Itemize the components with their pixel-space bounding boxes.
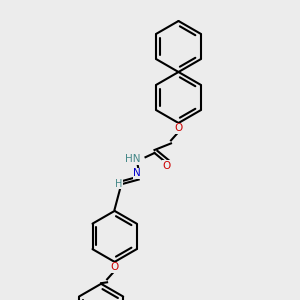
Text: H: H <box>116 179 123 189</box>
Text: O: O <box>162 161 171 171</box>
Text: O: O <box>110 262 119 272</box>
Text: N: N <box>133 168 141 178</box>
Text: O: O <box>174 123 183 134</box>
Text: HN: HN <box>124 154 140 164</box>
